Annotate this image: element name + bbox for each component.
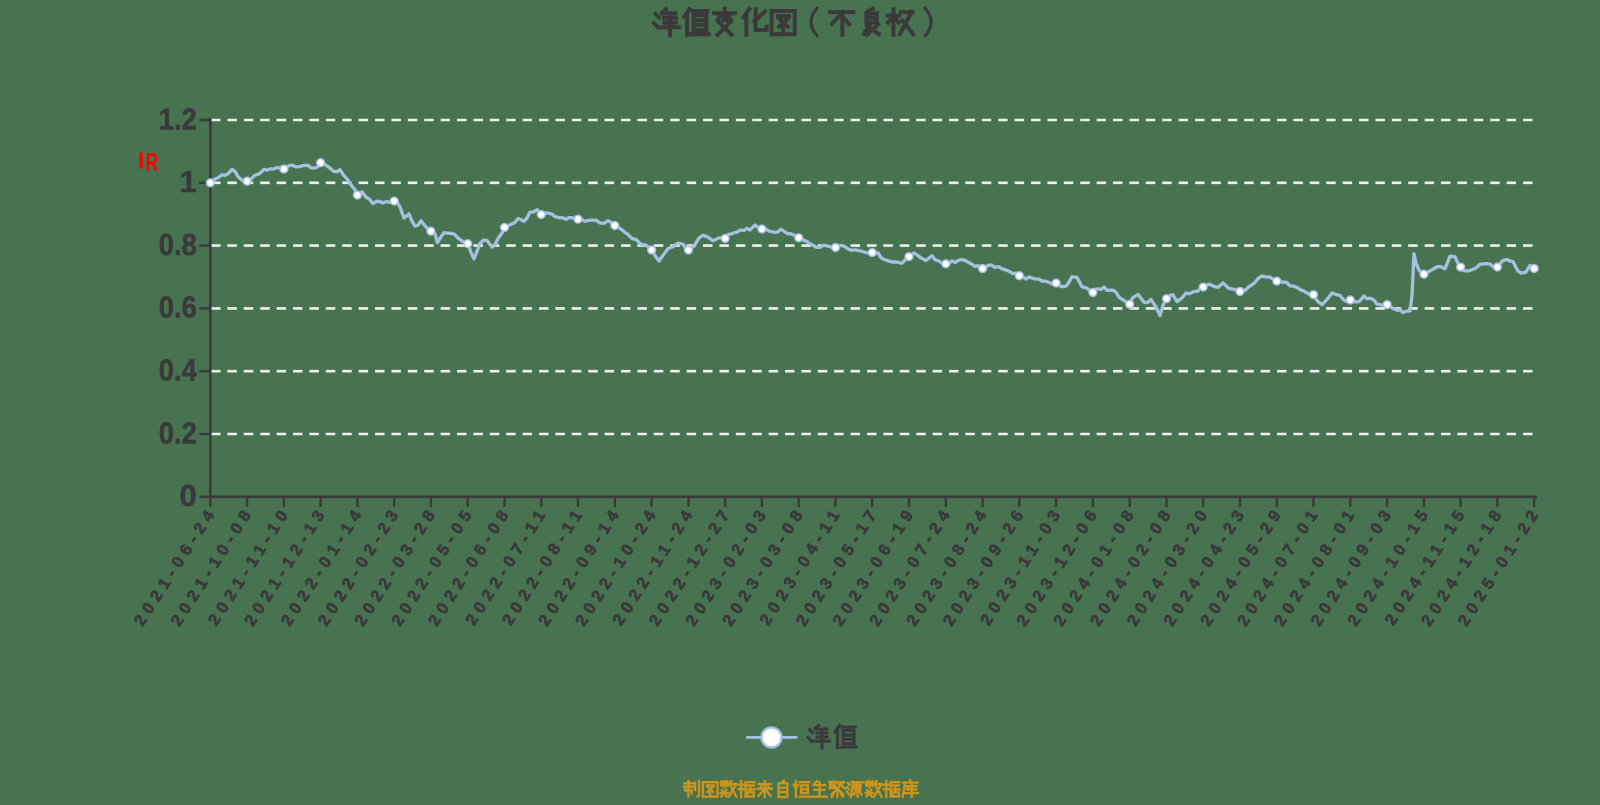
svg-text:0: 0	[180, 478, 197, 513]
svg-text:R: R	[146, 147, 159, 177]
svg-text:0.8: 0.8	[159, 227, 197, 262]
svg-text:1.2: 1.2	[159, 101, 197, 136]
svg-text:0.4: 0.4	[159, 353, 198, 388]
svg-text:0.2: 0.2	[159, 415, 197, 450]
svg-text:1: 1	[180, 164, 197, 199]
svg-text:0.6: 0.6	[159, 290, 197, 325]
